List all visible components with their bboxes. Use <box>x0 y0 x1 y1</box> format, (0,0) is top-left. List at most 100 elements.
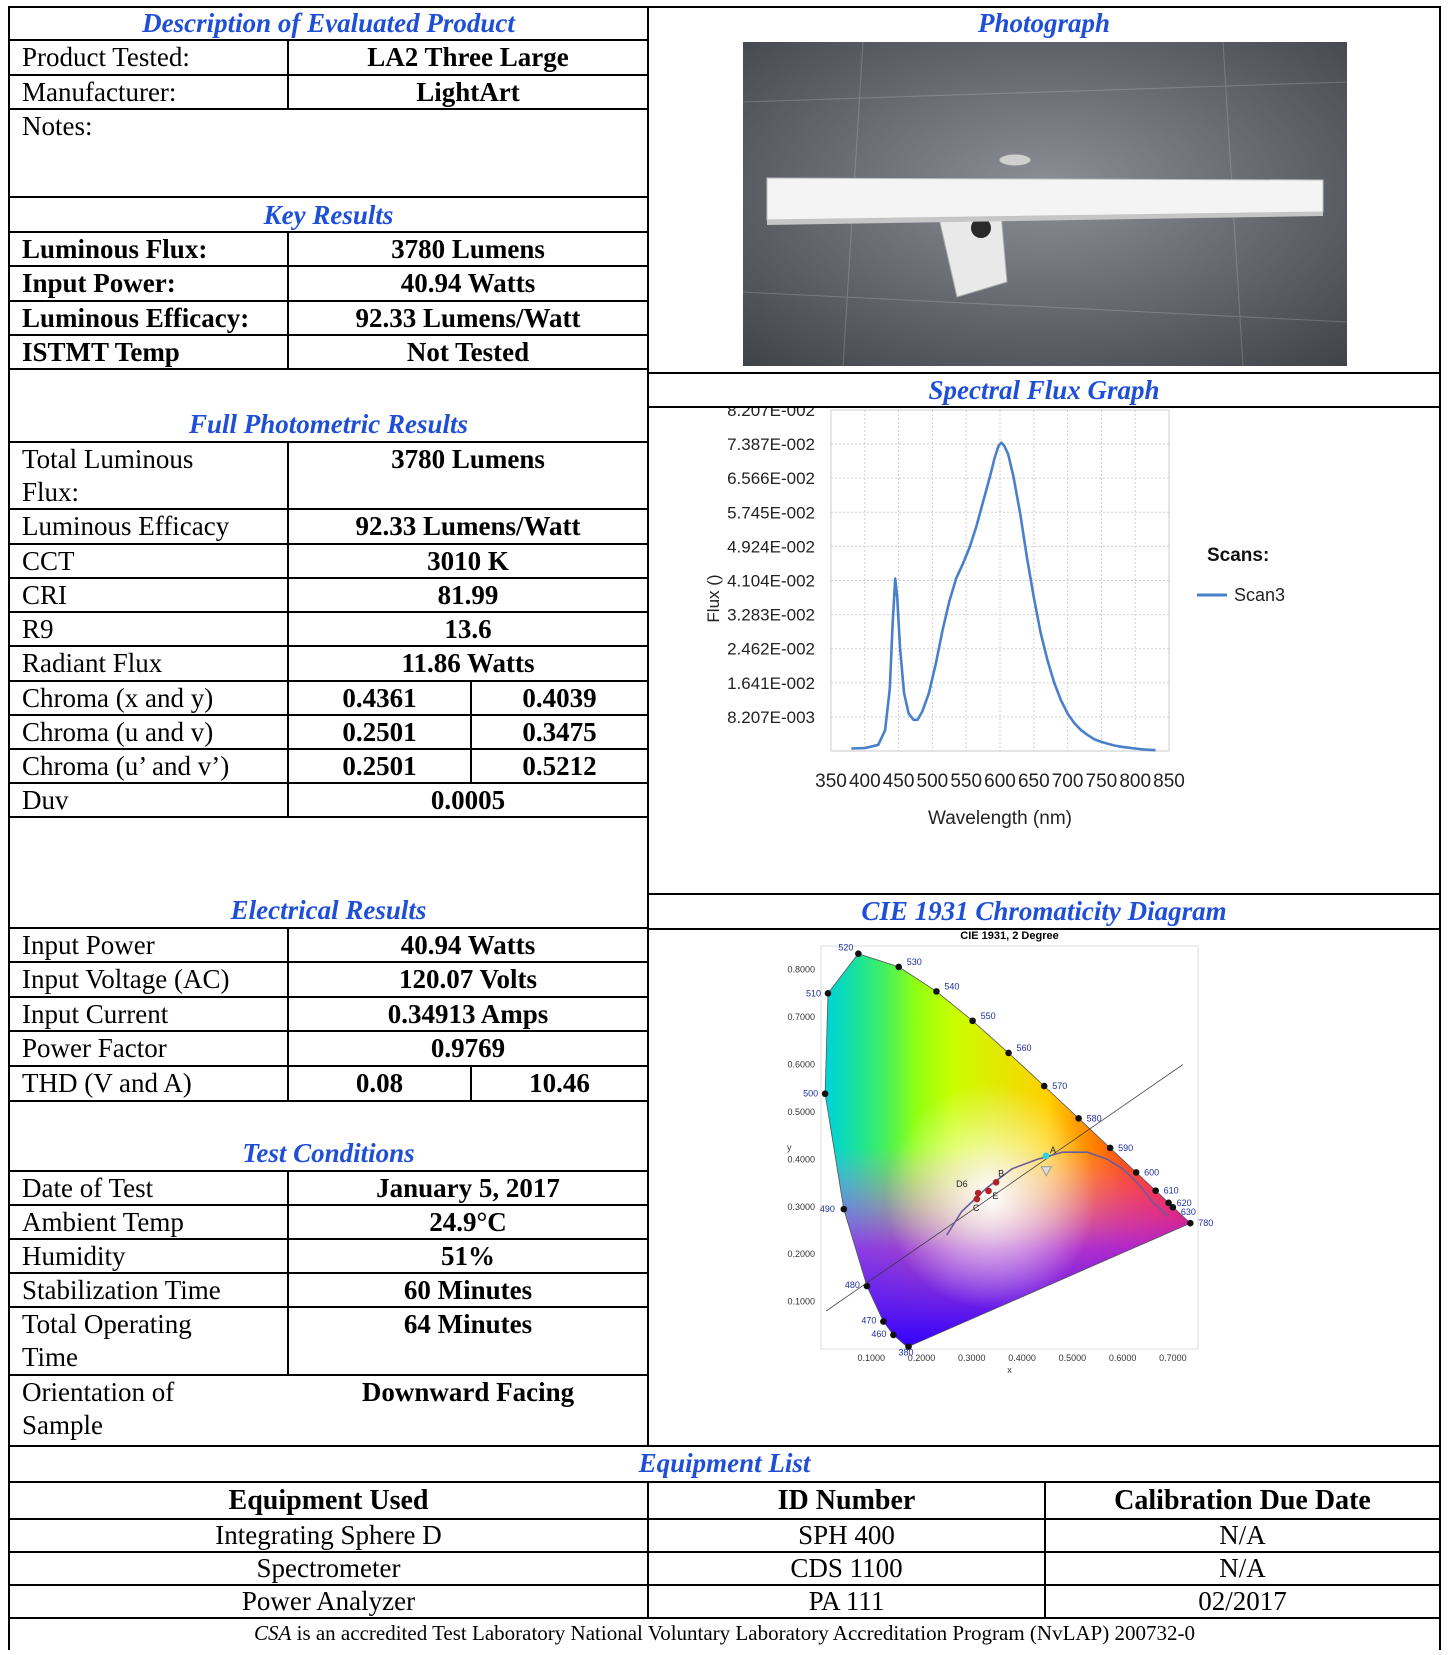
y-tick-label: 6.566E-002 <box>727 469 815 488</box>
chroma-upvp-label: Chroma (u’ and v’) <box>22 751 230 781</box>
section-test-conditions: Test Conditions <box>242 1138 415 1168</box>
key-power-label: Input Power: <box>22 268 176 298</box>
locus-label-610: 610 <box>1164 1186 1179 1196</box>
chroma-uv-label: Chroma (u and v) <box>22 717 214 747</box>
section-spectral-flux: Spectral Flux Graph <box>928 375 1160 405</box>
equip-row3-cal: 02/2017 <box>1198 1586 1287 1616</box>
total-time-label-line1: Total Operating <box>22 1309 192 1339</box>
ref-point-e <box>985 1187 992 1195</box>
key-istmt-value: Not Tested <box>406 337 530 367</box>
total-flux-value: 3780 Lumens <box>391 444 545 474</box>
locus-label-490: 490 <box>820 1204 835 1214</box>
y-tick-label: 4.924E-002 <box>727 537 815 556</box>
equip-row2-cal: N/A <box>1219 1553 1266 1583</box>
y-tick-label: 5.745E-002 <box>727 503 815 522</box>
cie-x-tick: 0.7000 <box>1159 1353 1187 1363</box>
locus-label-540: 540 <box>944 981 959 991</box>
locus-dot-630 <box>1169 1203 1177 1211</box>
orient-value: Downward Facing <box>361 1377 575 1407</box>
equip-row1-cal: N/A <box>1219 1520 1266 1550</box>
section-key-results: Key Results <box>263 200 394 230</box>
cie-y-tick: 0.7000 <box>787 1012 815 1022</box>
locus-dot-460 <box>890 1331 897 1339</box>
product-photo <box>743 42 1347 366</box>
ref-label-c: C <box>973 1203 980 1213</box>
chroma-x-value: 0.4361 <box>342 683 417 713</box>
radiant-flux-label: Radiant Flux <box>22 648 163 678</box>
elec-voltage-value: 120.07 Volts <box>398 964 538 994</box>
x-tick-label: 550 <box>950 771 982 792</box>
elec-thd-label: THD (V and A) <box>22 1068 192 1098</box>
humidity-label: Humidity <box>22 1241 126 1271</box>
elec-pf-value: 0.9769 <box>430 1033 506 1063</box>
locus-dot-380 <box>905 1343 912 1350</box>
efficacy-label: Luminous Efficacy <box>22 511 230 541</box>
locus-label-530: 530 <box>907 957 922 967</box>
section-photograph: Photograph <box>977 8 1111 38</box>
locus-label-630: 630 <box>1181 1207 1196 1217</box>
locus-label-520: 520 <box>838 943 853 953</box>
equip-row3-name: Power Analyzer <box>241 1586 416 1616</box>
locus-label-460: 460 <box>871 1329 886 1339</box>
duv-label: Duv <box>22 785 69 815</box>
key-flux-label: Luminous Flux: <box>22 234 208 264</box>
cie-x-tick: 0.3000 <box>958 1353 986 1363</box>
humidity-value: 51% <box>441 1241 495 1271</box>
x-tick-label: 500 <box>917 771 949 792</box>
r9-value: 13.6 <box>444 614 492 644</box>
key-efficacy-label: Luminous Efficacy: <box>22 303 250 333</box>
y-tick-label: 8.207E-003 <box>727 708 815 727</box>
cie-chromaticity-diagram: CIE 1931, 2 Degree 0.1000 0.2000 0.3000 0.40… <box>787 930 1213 1375</box>
equip-row3-id: PA 111 <box>808 1586 885 1616</box>
csa-mark: CSA <box>254 1621 292 1645</box>
locus-dot-520 <box>855 950 862 957</box>
notes-label: Notes: <box>22 111 93 141</box>
chroma-u-value: 0.2501 <box>342 717 417 747</box>
legend-entry: Scan3 <box>1234 585 1285 605</box>
cie-x-tick: 0.5000 <box>1059 1353 1087 1363</box>
cie-x-tick: 0.1000 <box>858 1353 886 1363</box>
efficacy-value: 92.33 Lumens/Watt <box>355 511 581 541</box>
equip-row2-id: CDS 1100 <box>790 1553 903 1583</box>
section-cie: CIE 1931 Chromaticity Diagram <box>861 896 1227 926</box>
cie-x-tick: 0.4000 <box>1008 1353 1036 1363</box>
elec-thd-v-value: 0.08 <box>355 1068 404 1098</box>
section-equipment: Equipment List <box>638 1448 811 1478</box>
x-tick-label: 650 <box>1018 771 1050 792</box>
cie-y-tick: 0.4000 <box>787 1154 815 1164</box>
cri-value: 81.99 <box>437 580 499 610</box>
r9-label: R9 <box>22 614 54 644</box>
equip-row1-name: Integrating Sphere D <box>215 1520 442 1550</box>
manufacturer-value: LightArt <box>416 77 520 107</box>
chroma-xy-label: Chroma (x and y) <box>22 683 214 713</box>
locus-label-550: 550 <box>981 1011 996 1021</box>
x-tick-label: 750 <box>1086 771 1118 792</box>
locus-label-570: 570 <box>1052 1081 1067 1091</box>
measured-point-marker <box>1040 1166 1053 1177</box>
manufacturer-label: Manufacturer: <box>22 77 177 107</box>
locus-dot-470 <box>880 1318 887 1325</box>
elec-pf-label: Power Factor <box>22 1033 167 1063</box>
locus-label-500: 500 <box>803 1089 818 1099</box>
ref-label-d6: D6 <box>956 1179 968 1189</box>
locus-label-620: 620 <box>1177 1198 1192 1208</box>
section-electrical: Electrical Results <box>230 895 427 925</box>
x-tick-label: 600 <box>984 771 1016 792</box>
ref-point-d6 <box>974 1189 982 1197</box>
elec-current-value: 0.34913 Amps <box>387 999 549 1029</box>
locus-dot-540 <box>933 988 940 995</box>
cie-y-tick: 0.3000 <box>787 1202 815 1212</box>
y-axis-label: Flux () <box>704 574 723 622</box>
x-tick-label: 850 <box>1153 771 1185 792</box>
cie-y-tick: 0.1000 <box>787 1297 815 1307</box>
locus-dot-560 <box>1005 1049 1012 1057</box>
y-tick-label: 1.641E-002 <box>727 674 815 693</box>
elec-thd-a-value: 10.46 <box>529 1068 590 1098</box>
locus-label-780: 780 <box>1198 1218 1213 1228</box>
cie-x-tick: 0.6000 <box>1109 1353 1137 1363</box>
equip-header-id: ID Number <box>777 1485 916 1516</box>
key-istmt-label: ISTMT Temp <box>22 337 180 367</box>
locus-dot-550 <box>969 1017 976 1025</box>
chroma-vp-value: 0.5212 <box>522 751 597 781</box>
product-tested-value: LA2 Three Large <box>367 42 569 72</box>
